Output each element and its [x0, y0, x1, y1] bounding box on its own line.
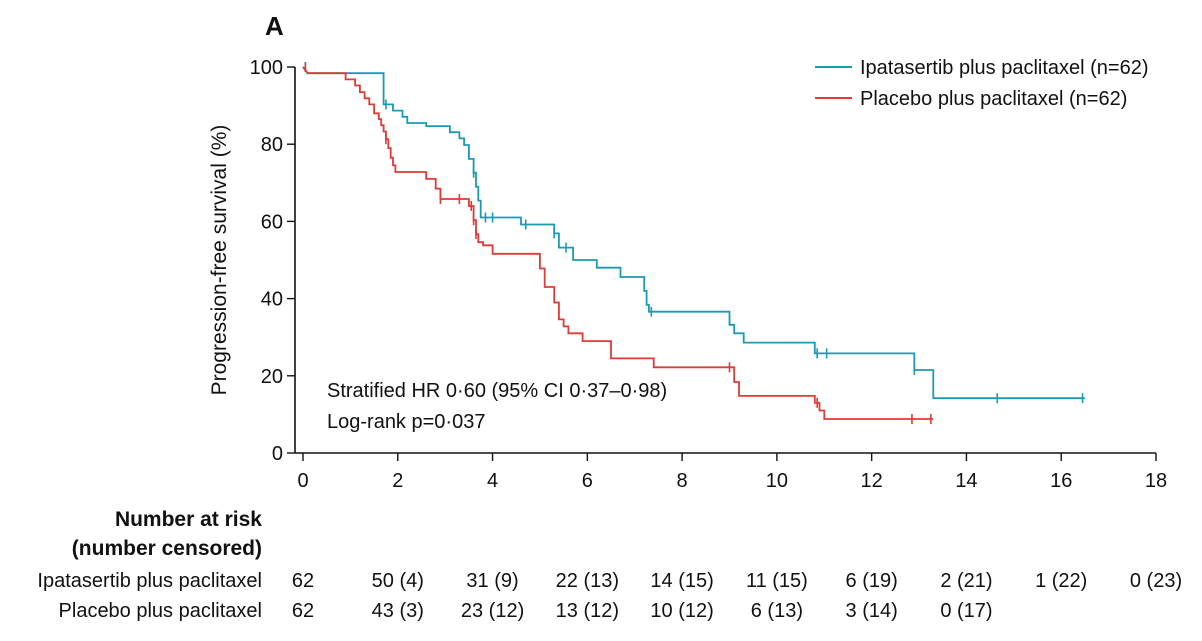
axes: 0 2 4 6 8 10 12 14 16 18 0 20 40 60 80 100 — [250, 57, 1168, 492]
risk-row-label-placebo: Placebo plus paclitaxel — [59, 600, 262, 622]
x-tick-label: 0 — [297, 470, 308, 492]
risk-value: 62 — [292, 600, 314, 622]
risk-value: 6 (13) — [751, 600, 803, 622]
risk-values: 62 50 (4) 31 (9) 22 (13) 14 (15) 11 (15) 6 (19… — [292, 570, 1182, 622]
y-tick-label: 60 — [261, 211, 283, 233]
risk-value: 23 (12) — [461, 600, 524, 622]
x-tick-label: 14 — [955, 470, 977, 492]
risk-value: 50 (4) — [372, 570, 424, 592]
legend-entry-placebo: Placebo plus paclitaxel (n=62) — [860, 88, 1127, 110]
y-tick-label: 0 — [272, 443, 283, 465]
risk-value: 0 (23) — [1130, 570, 1182, 592]
risk-table-title: Number at risk — [115, 508, 262, 531]
risk-value: 10 (12) — [650, 600, 713, 622]
legend: Ipatasertib plus paclitaxel (n=62) Place… — [815, 57, 1149, 110]
x-tick-label: 4 — [487, 470, 498, 492]
x-tick-label: 16 — [1050, 470, 1072, 492]
risk-value: 13 (12) — [556, 600, 619, 622]
y-tick-label: 80 — [261, 134, 283, 156]
risk-value: 2 (21) — [940, 570, 992, 592]
hazard-ratio-annotation: Stratified HR 0·60 (95% CI 0·37–0·98) — [327, 380, 667, 402]
risk-value: 14 (15) — [650, 570, 713, 592]
series-line-placebo — [302, 66, 934, 420]
risk-table-subtitle: (number censored) — [72, 537, 262, 560]
y-tick-label: 40 — [261, 289, 283, 311]
y-axis-label: Progression-free survival (%) — [208, 125, 231, 396]
legend-entry-ipatasertib: Ipatasertib plus paclitaxel (n=62) — [860, 57, 1149, 79]
y-tick-label: 100 — [250, 57, 283, 79]
risk-value: 6 (19) — [846, 570, 898, 592]
x-tick-label: 18 — [1145, 470, 1167, 492]
x-tick-label: 2 — [392, 470, 403, 492]
x-tick-label: 8 — [677, 470, 688, 492]
y-tick-label: 20 — [261, 366, 283, 388]
panel-label: A — [265, 11, 284, 41]
risk-row-label-ipatasertib: Ipatasertib plus paclitaxel — [37, 570, 262, 592]
x-tick-label: 10 — [766, 470, 788, 492]
series-layer — [302, 62, 1085, 425]
series-line-ipatasertib — [302, 66, 1085, 400]
risk-value: 1 (22) — [1035, 570, 1087, 592]
risk-value: 11 (15) — [746, 570, 808, 592]
risk-value: 0 (17) — [940, 600, 992, 622]
logrank-annotation: Log-rank p=0·037 — [327, 411, 485, 433]
x-tick-label: 12 — [861, 470, 883, 492]
risk-value: 62 — [292, 570, 314, 592]
risk-value: 43 (3) — [372, 600, 424, 622]
risk-value: 22 (13) — [556, 570, 619, 592]
risk-value: 31 (9) — [466, 570, 518, 592]
risk-value: 3 (14) — [846, 600, 898, 622]
x-tick-label: 6 — [582, 470, 593, 492]
